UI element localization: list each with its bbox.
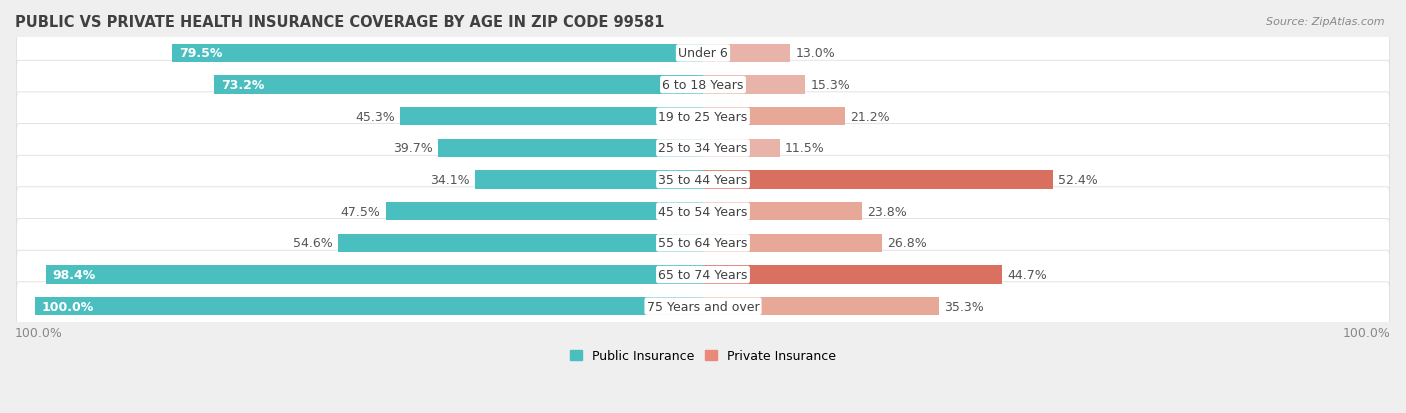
Text: 21.2%: 21.2% bbox=[851, 111, 890, 123]
Bar bbox=[401, 108, 703, 126]
Bar bbox=[35, 297, 703, 316]
Bar bbox=[46, 266, 703, 284]
Text: 26.8%: 26.8% bbox=[887, 237, 927, 250]
FancyBboxPatch shape bbox=[17, 93, 1389, 141]
Bar bbox=[703, 140, 780, 158]
Bar bbox=[437, 140, 703, 158]
Text: 47.5%: 47.5% bbox=[340, 205, 381, 218]
FancyBboxPatch shape bbox=[17, 188, 1389, 236]
Bar bbox=[172, 45, 703, 63]
Bar bbox=[703, 266, 1001, 284]
Text: 39.7%: 39.7% bbox=[392, 142, 433, 155]
Bar bbox=[703, 202, 862, 221]
Text: 35 to 44 Years: 35 to 44 Years bbox=[658, 173, 748, 187]
Text: 98.4%: 98.4% bbox=[52, 268, 96, 281]
FancyBboxPatch shape bbox=[17, 29, 1389, 78]
Text: 79.5%: 79.5% bbox=[179, 47, 222, 60]
Bar bbox=[703, 108, 845, 126]
Bar bbox=[703, 45, 790, 63]
Text: 23.8%: 23.8% bbox=[868, 205, 907, 218]
Legend: Public Insurance, Private Insurance: Public Insurance, Private Insurance bbox=[565, 344, 841, 367]
FancyBboxPatch shape bbox=[17, 124, 1389, 173]
FancyBboxPatch shape bbox=[17, 282, 1389, 331]
Text: 25 to 34 Years: 25 to 34 Years bbox=[658, 142, 748, 155]
Text: 6 to 18 Years: 6 to 18 Years bbox=[662, 79, 744, 92]
Bar bbox=[385, 202, 703, 221]
Bar bbox=[703, 76, 806, 95]
Text: 44.7%: 44.7% bbox=[1007, 268, 1046, 281]
Text: 73.2%: 73.2% bbox=[221, 79, 264, 92]
Text: 34.1%: 34.1% bbox=[430, 173, 470, 187]
Text: 13.0%: 13.0% bbox=[796, 47, 835, 60]
Text: 100.0%: 100.0% bbox=[1343, 327, 1391, 339]
Text: Source: ZipAtlas.com: Source: ZipAtlas.com bbox=[1267, 17, 1385, 26]
FancyBboxPatch shape bbox=[17, 251, 1389, 299]
Bar bbox=[214, 76, 703, 95]
FancyBboxPatch shape bbox=[17, 156, 1389, 204]
Text: 52.4%: 52.4% bbox=[1059, 173, 1098, 187]
Text: 45 to 54 Years: 45 to 54 Years bbox=[658, 205, 748, 218]
FancyBboxPatch shape bbox=[17, 219, 1389, 268]
Text: 15.3%: 15.3% bbox=[810, 79, 851, 92]
Text: PUBLIC VS PRIVATE HEALTH INSURANCE COVERAGE BY AGE IN ZIP CODE 99581: PUBLIC VS PRIVATE HEALTH INSURANCE COVER… bbox=[15, 15, 665, 30]
Bar bbox=[339, 234, 703, 252]
Text: 100.0%: 100.0% bbox=[15, 327, 63, 339]
FancyBboxPatch shape bbox=[17, 61, 1389, 110]
Bar bbox=[703, 234, 882, 252]
Text: 19 to 25 Years: 19 to 25 Years bbox=[658, 111, 748, 123]
Text: 75 Years and over: 75 Years and over bbox=[647, 300, 759, 313]
Bar bbox=[475, 171, 703, 189]
Text: 11.5%: 11.5% bbox=[785, 142, 825, 155]
Text: 35.3%: 35.3% bbox=[945, 300, 984, 313]
Text: 55 to 64 Years: 55 to 64 Years bbox=[658, 237, 748, 250]
Text: 54.6%: 54.6% bbox=[294, 237, 333, 250]
Bar bbox=[703, 297, 939, 316]
Bar bbox=[703, 171, 1053, 189]
Text: 65 to 74 Years: 65 to 74 Years bbox=[658, 268, 748, 281]
Text: 45.3%: 45.3% bbox=[356, 111, 395, 123]
Bar bbox=[15, 38, 1391, 322]
Text: Under 6: Under 6 bbox=[678, 47, 728, 60]
Text: 100.0%: 100.0% bbox=[42, 300, 94, 313]
